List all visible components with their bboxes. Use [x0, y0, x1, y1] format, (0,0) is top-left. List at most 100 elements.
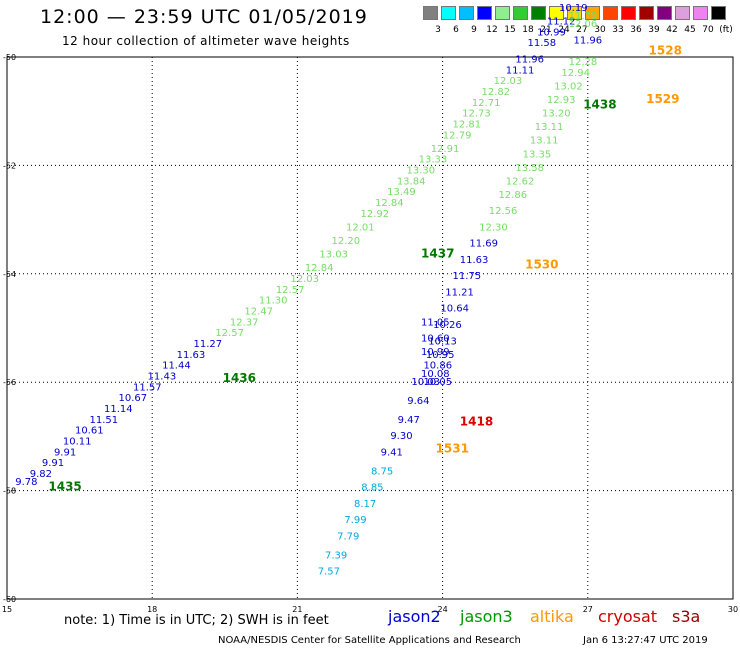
wave-height-label: 10.99 — [421, 347, 450, 358]
wave-height-label: 13.20 — [542, 109, 571, 120]
wave-height-label: 9.47 — [398, 415, 420, 426]
scale-swatch — [675, 6, 690, 20]
wave-height-label: 12.79 — [443, 130, 472, 141]
wave-height-label: 10.13 — [428, 336, 457, 347]
scale-label: 33 — [612, 25, 624, 35]
wave-height-label: 9.91 — [54, 447, 76, 458]
wave-height-label: 11.96 — [515, 54, 544, 65]
legend-cryosat: cryosat — [598, 607, 658, 626]
scale-swatch — [549, 6, 564, 20]
wave-height-label: 9.41 — [381, 447, 403, 458]
scale-label: 15 — [504, 25, 516, 35]
wave-height-label: 11.27 — [194, 339, 223, 350]
scale-swatch — [441, 6, 456, 20]
wave-height-label: 7.57 — [318, 567, 340, 578]
wave-height-label: 13.49 — [387, 187, 416, 198]
scale-swatch — [711, 6, 726, 20]
pass-time-label: 1435 — [48, 480, 81, 494]
wave-height-label: 12.03 — [290, 274, 319, 285]
wave-height-label: 10.61 — [75, 426, 104, 437]
wave-height-label: 12.06 — [569, 19, 598, 30]
wave-height-label: 12.57 — [215, 328, 244, 339]
pass-time-label: 1418 — [460, 415, 493, 429]
wave-height-label: 11.44 — [162, 361, 191, 372]
wave-height-label: 12.91 — [431, 144, 460, 155]
wave-height-label: 13.84 — [397, 176, 426, 187]
wave-height-label: 12.93 — [547, 95, 576, 106]
wave-height-label: 13.33 — [419, 155, 448, 166]
scale-swatch — [657, 6, 672, 20]
legend-jason3: jason3 — [460, 607, 513, 626]
scale-label: 12 — [486, 25, 498, 35]
wave-height-label: 12.82 — [482, 87, 511, 98]
scale-swatch — [585, 6, 600, 20]
wave-height-label: 11.05 — [421, 317, 450, 328]
wave-height-label: 10.60 — [421, 334, 450, 345]
wave-height-label: 11.51 — [89, 415, 118, 426]
scale-label: 18 — [522, 25, 534, 35]
x-tick-label: 15 — [2, 605, 12, 614]
wave-height-label: 13.30 — [406, 166, 435, 177]
wave-height-label: 10.64 — [440, 304, 469, 315]
legend-jason2: jason2 — [388, 607, 441, 626]
scale-label: 45 — [684, 25, 696, 35]
wave-height-label: 11.58 — [527, 38, 556, 49]
wave-height-label: 10.81 — [566, 0, 595, 3]
wave-height-label: 12.81 — [452, 119, 481, 130]
pass-time-label: 1529 — [646, 92, 679, 106]
pass-time-label: 1528 — [649, 43, 682, 57]
scale-label: 9 — [471, 25, 477, 35]
x-tick-label: 24 — [438, 605, 448, 614]
wave-height-label: 9.78 — [15, 477, 37, 488]
legend-altika: altika — [530, 607, 574, 626]
wave-height-label: 13.11 — [535, 122, 564, 133]
wave-height-label: 12.86 — [498, 190, 527, 201]
scale-swatch — [459, 6, 474, 20]
scale-label: (ft) — [719, 25, 733, 35]
wave-height-label: 12.84 — [375, 198, 404, 209]
wave-height-label: 9.82 — [30, 469, 52, 480]
wave-height-label: 13.11 — [530, 136, 559, 147]
wave-height-label: 10.86 — [423, 361, 452, 372]
scale-label: 39 — [648, 25, 660, 35]
wave-height-label: 8.17 — [354, 499, 376, 510]
scale-swatch — [531, 6, 546, 20]
wave-height-label: 11.21 — [445, 287, 474, 298]
wave-height-label: 12.37 — [230, 317, 259, 328]
wave-height-label: 13.03 — [319, 250, 348, 261]
pass-time-label: 1437 — [421, 247, 454, 261]
scale-label: 30 — [594, 25, 606, 35]
wave-height-label: 12.28 — [569, 57, 598, 68]
scale-swatch — [477, 6, 492, 20]
wave-height-label: 11.69 — [469, 239, 498, 250]
wave-height-label: 10.26 — [433, 320, 462, 331]
wave-height-label: 12.92 — [361, 209, 390, 220]
generated-timestamp: Jan 6 13:27:47 UTC 2019 — [583, 635, 708, 646]
wave-height-label: 12.94 — [561, 68, 590, 79]
y-tick-label: -54 — [3, 270, 16, 279]
wave-height-label: 10.99 — [537, 27, 566, 38]
wave-height-label: 11.12 — [547, 16, 576, 27]
y-tick-label: -58 — [3, 487, 16, 496]
wave-height-label: 11.75 — [452, 271, 481, 282]
wave-height-label: 11.63 — [460, 255, 489, 266]
scale-swatch — [639, 6, 654, 20]
footer-note: note: 1) Time is in UTC; 2) SWH is in fe… — [64, 613, 329, 628]
scale-label: 42 — [666, 25, 678, 35]
pass-time-label: 1531 — [436, 442, 469, 456]
wave-height-label: 10.08 — [421, 369, 450, 380]
scale-label: 70 — [702, 25, 714, 35]
x-tick-label: 18 — [147, 605, 157, 614]
scale-label: 6 — [453, 25, 459, 35]
wave-height-label: 12.03 — [494, 76, 523, 87]
scale-swatch — [513, 6, 528, 20]
wave-height-label: 8.85 — [361, 483, 383, 494]
y-tick-label: -52 — [3, 161, 16, 170]
wave-height-label: 10.05 — [423, 377, 452, 388]
scale-swatch — [423, 6, 438, 20]
wave-height-label: 12.01 — [346, 222, 375, 233]
wave-height-label: 12.57 — [276, 285, 305, 296]
page-subtitle: 12 hour collection of altimeter wave hei… — [62, 34, 350, 48]
pass-time-label: 1438 — [583, 97, 616, 111]
